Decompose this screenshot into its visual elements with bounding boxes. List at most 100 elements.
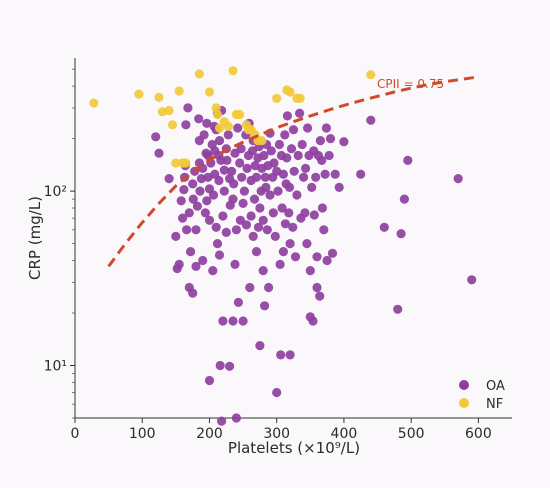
- point-oa: [301, 163, 311, 173]
- point-oa: [285, 350, 295, 360]
- point-oa: [297, 139, 307, 150]
- point-oa: [286, 144, 297, 154]
- point-oa: [282, 153, 292, 163]
- point-nf: [285, 87, 295, 97]
- point-oa: [274, 139, 284, 150]
- point-oa: [174, 259, 184, 269]
- point-oa: [212, 239, 223, 249]
- cpii-curve: [107, 75, 479, 268]
- legend-oa-marker: [459, 380, 469, 390]
- point-nf: [212, 109, 223, 120]
- point-oa: [396, 229, 406, 239]
- point-oa: [275, 259, 285, 269]
- point-oa: [309, 210, 319, 220]
- point-oa: [311, 172, 321, 182]
- point-oa: [225, 361, 235, 371]
- x-ticks: 0 100 200 300 400 500 600: [71, 418, 492, 442]
- point-nf: [223, 121, 233, 131]
- point-oa: [222, 155, 232, 165]
- point-nf: [214, 123, 225, 133]
- point-oa: [176, 196, 186, 206]
- point-oa: [284, 182, 295, 192]
- point-nf: [171, 158, 181, 168]
- x-tick-label: 300: [263, 426, 290, 442]
- point-oa: [288, 125, 299, 135]
- point-oa: [327, 248, 338, 258]
- x-tick-label: 200: [196, 426, 223, 442]
- point-oa: [208, 266, 218, 276]
- point-oa: [266, 146, 276, 156]
- point-oa: [231, 413, 241, 423]
- point-oa: [317, 155, 327, 165]
- point-oa: [237, 172, 247, 182]
- series-nf-points: [89, 66, 376, 168]
- point-oa: [194, 114, 204, 124]
- point-oa: [315, 136, 325, 146]
- point-oa: [302, 239, 312, 249]
- point-oa: [317, 203, 327, 213]
- point-oa: [181, 120, 191, 130]
- point-oa: [270, 231, 280, 241]
- point-oa: [191, 261, 201, 271]
- point-oa: [214, 136, 225, 146]
- point-oa: [204, 375, 215, 386]
- legend-oa-label: OA: [486, 379, 505, 394]
- y-tick-label: 10²: [44, 184, 67, 200]
- y-axis-title: CRP (mg/L): [26, 196, 44, 280]
- point-oa: [204, 215, 215, 225]
- point-nf: [134, 89, 144, 99]
- point-oa: [217, 416, 227, 426]
- point-oa: [303, 123, 313, 133]
- point-oa: [188, 194, 198, 204]
- point-oa: [284, 208, 294, 218]
- point-nf: [295, 93, 305, 103]
- point-oa: [241, 220, 251, 230]
- legend-nf-marker: [459, 398, 469, 408]
- point-oa: [280, 219, 290, 229]
- point-oa: [227, 166, 237, 176]
- point-oa: [198, 255, 208, 266]
- point-oa: [282, 111, 292, 121]
- point-oa: [280, 130, 290, 140]
- point-oa: [247, 146, 258, 156]
- point-oa: [248, 231, 258, 241]
- point-oa: [223, 130, 233, 140]
- point-oa: [264, 282, 274, 293]
- point-oa: [262, 225, 272, 235]
- point-nf: [194, 69, 204, 79]
- point-oa: [273, 186, 283, 196]
- point-oa: [179, 185, 189, 195]
- point-nf: [154, 92, 164, 102]
- point-oa: [188, 288, 198, 298]
- point-oa: [195, 186, 205, 196]
- point-nf: [167, 120, 178, 130]
- point-oa: [228, 316, 238, 326]
- point-oa: [239, 186, 249, 196]
- point-nf: [235, 109, 245, 120]
- point-oa: [199, 130, 209, 140]
- legend-nf-label: NF: [486, 397, 503, 412]
- point-oa: [292, 190, 302, 200]
- point-oa: [246, 211, 256, 221]
- point-oa: [261, 182, 271, 192]
- point-oa: [321, 123, 331, 133]
- point-oa: [238, 198, 248, 208]
- point-oa: [171, 231, 181, 241]
- point-oa: [288, 222, 298, 232]
- point-oa: [211, 222, 221, 232]
- point-oa: [276, 350, 286, 360]
- point-oa: [183, 103, 193, 113]
- point-oa: [312, 282, 322, 293]
- point-nf: [89, 98, 99, 108]
- point-oa: [293, 150, 303, 161]
- point-oa: [151, 132, 161, 142]
- point-oa: [265, 190, 275, 200]
- point-oa: [325, 134, 336, 144]
- point-oa: [215, 360, 225, 371]
- point-oa: [312, 252, 322, 262]
- point-oa: [233, 123, 243, 133]
- point-oa: [228, 194, 238, 204]
- x-axis-title: Platelets (×10⁹/L): [228, 439, 360, 457]
- point-oa: [278, 169, 288, 179]
